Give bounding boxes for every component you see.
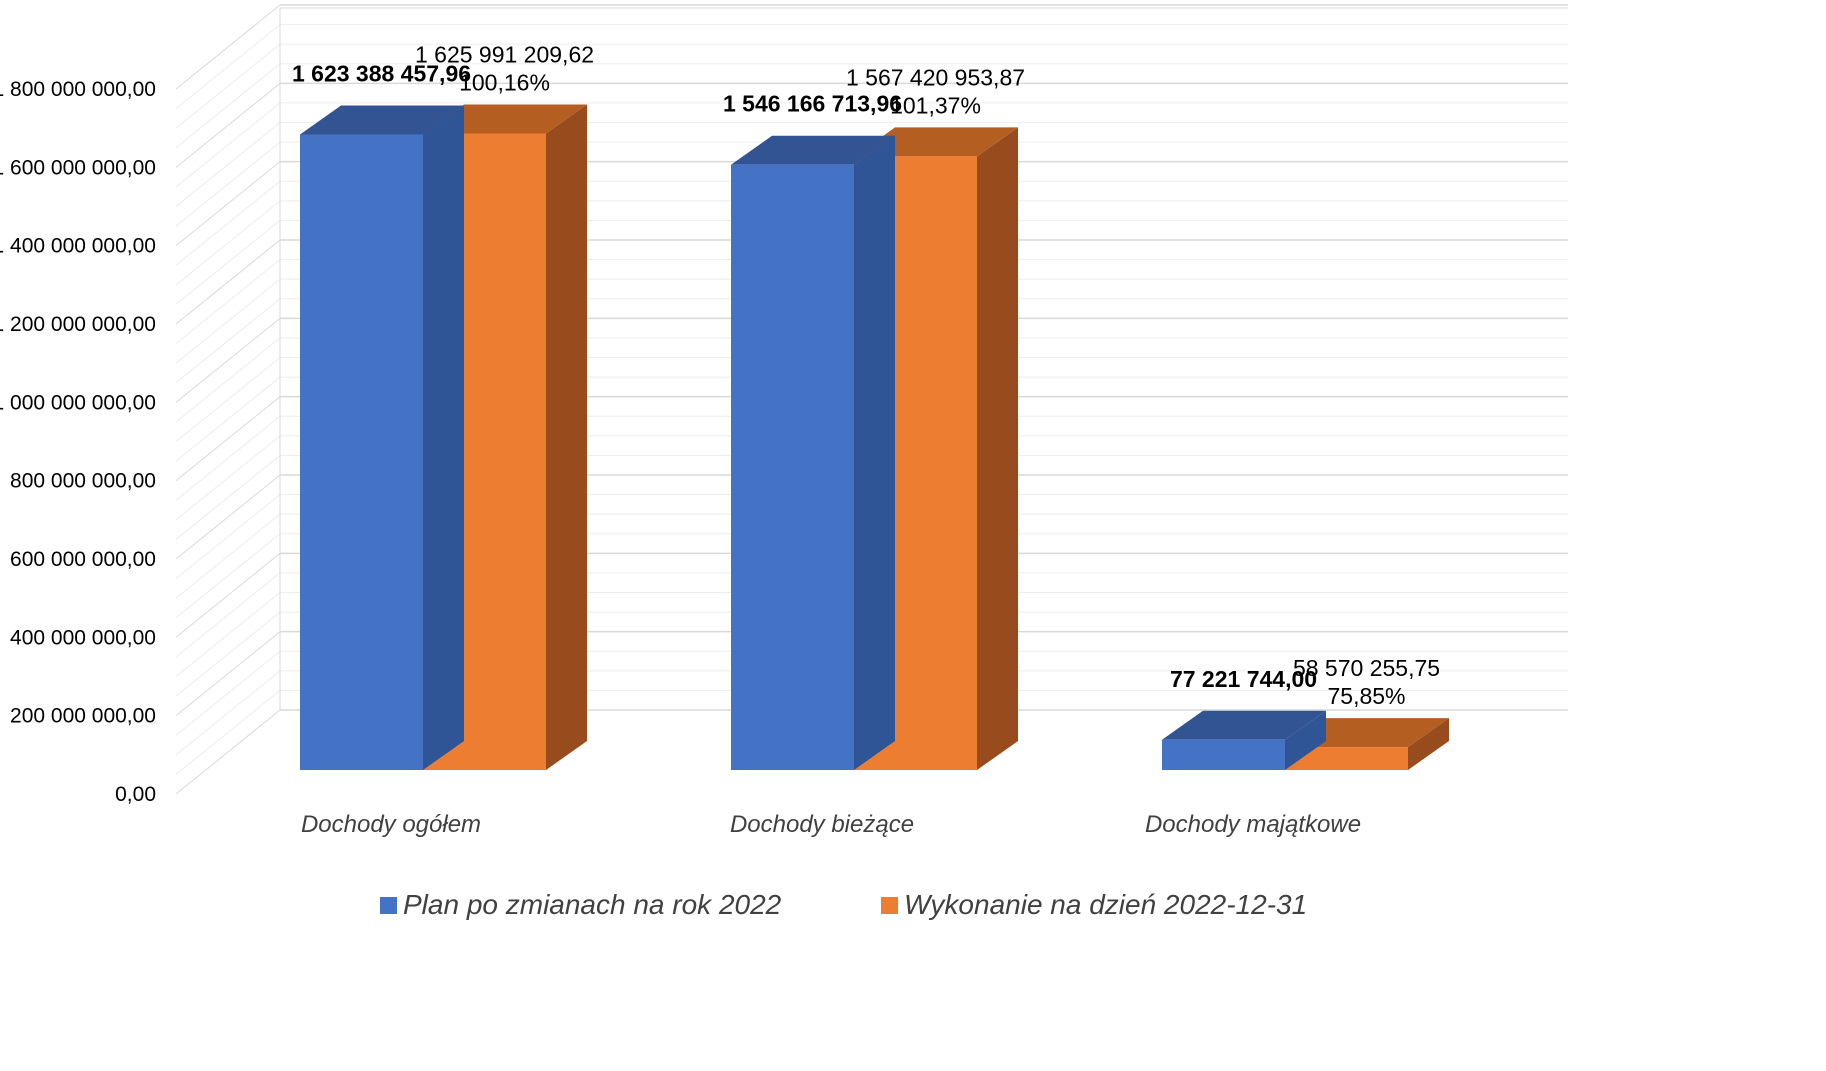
data-label-actual: 58 570 255,75: [1293, 655, 1440, 681]
category-labels-layer: Dochody ogółem Dochody bieżące Dochody maj…: [301, 811, 1361, 838]
grid-line-side: [175, 298, 281, 384]
grid-line-side: [175, 376, 281, 462]
grid-line-side: [175, 141, 281, 227]
grid-line-side: [175, 455, 281, 540]
bar-front-face: [1285, 747, 1408, 770]
legend-swatch-plan: [380, 897, 397, 914]
grid-line-side: [175, 220, 281, 305]
grid-line-side: [175, 317, 281, 403]
grid-line-side: [175, 180, 281, 266]
grid-line-side: [175, 239, 281, 325]
data-label-plan: 77 221 744,00: [1170, 666, 1317, 692]
grid-line-side: [175, 650, 281, 736]
bar-front-face: [731, 164, 854, 771]
grid-line-side: [175, 24, 281, 109]
grid-line-side: [175, 513, 281, 599]
y-tick-label: 0,00: [115, 783, 156, 806]
y-tick-label: 1 400 000 000,00: [0, 235, 156, 258]
grid-line-side: [175, 572, 281, 658]
bars-layer: [300, 104, 1449, 771]
bar-plan: [731, 135, 895, 771]
bar-top-face: [300, 105, 464, 135]
y-tick-label: 1 000 000 000,00: [0, 391, 156, 414]
bar-plan: [1162, 710, 1326, 770]
data-label-actual: 1 625 991 209,62: [415, 42, 594, 68]
bar-side-face: [977, 127, 1018, 770]
category-label: Dochody bieżące: [730, 811, 914, 838]
grid-line-side: [175, 474, 281, 560]
y-tick-label: 400 000 000,00: [10, 626, 156, 649]
grid-line-side: [175, 709, 281, 795]
legend-label-plan: Plan po zmianach na rok 2022: [403, 889, 782, 920]
category-label: Dochody ogółem: [301, 811, 481, 838]
data-label-plan: 1 546 166 713,96: [723, 91, 902, 117]
grid-line-side: [175, 533, 281, 619]
grid-line-side: [175, 357, 281, 442]
y-tick-label: 1 800 000 000,00: [0, 78, 156, 101]
y-tick-label: 200 000 000,00: [10, 705, 156, 728]
y-axis-tick-labels: 0,00 200 000 000,00 400 000 000,00 600 000 …: [0, 78, 156, 806]
grid-line-side: [175, 494, 281, 579]
bar-front-face: [1162, 739, 1285, 770]
grid-line-side: [175, 200, 281, 286]
legend-label-actual: Wykonanie na dzień 2022-12-31: [904, 889, 1307, 920]
bar-front-face: [300, 134, 423, 770]
y-tick-label: 800 000 000,00: [10, 470, 156, 493]
data-label-percent: 101,37%: [890, 92, 981, 118]
legend-swatch-actual: [881, 897, 898, 914]
data-label-actual: 1 567 420 953,87: [846, 64, 1025, 90]
grid-line-side: [175, 4, 281, 90]
grid-line-side: [175, 631, 281, 717]
grid-line-side: [175, 63, 281, 149]
data-label-percent: 75,85%: [1327, 683, 1405, 709]
grid-line-side: [175, 592, 281, 677]
bar-plan: [300, 105, 464, 770]
grid-line-side: [175, 552, 281, 638]
grid-line-side: [175, 690, 281, 775]
y-tick-label: 1 600 000 000,00: [0, 156, 156, 179]
grid-line-side: [175, 415, 281, 501]
bar-side-face: [1285, 710, 1326, 770]
bar-top-face: [731, 135, 895, 165]
bar-side-face: [854, 135, 895, 771]
bar-side-face: [546, 104, 587, 770]
data-label-plan: 1 623 388 457,96: [292, 61, 471, 87]
bar-side-face: [423, 105, 464, 770]
grid-line-side: [175, 435, 281, 521]
y-tick-label: 600 000 000,00: [10, 548, 156, 571]
grid-line-side: [175, 82, 281, 168]
bar-side-face: [1408, 718, 1449, 770]
grid-line-side: [175, 337, 281, 423]
grid-line-side: [175, 122, 281, 207]
grid-line-side: [175, 396, 281, 482]
category-label: Dochody majątkowe: [1145, 811, 1361, 838]
y-tick-label: 1 200 000 000,00: [0, 313, 156, 336]
bar-top-face: [1162, 710, 1326, 740]
grid-line-side: [175, 259, 281, 344]
grid-line-side: [175, 278, 281, 364]
grid-line-side: [175, 670, 281, 756]
data-label-percent: 100,16%: [459, 70, 550, 96]
grid-line-side: [175, 43, 281, 129]
grid-line-side: [175, 102, 281, 188]
grid-line-side: [175, 611, 281, 697]
grid-line-side: [175, 161, 281, 247]
legend: Plan po zmianach na rok 2022 Wykonanie na…: [380, 889, 1307, 920]
